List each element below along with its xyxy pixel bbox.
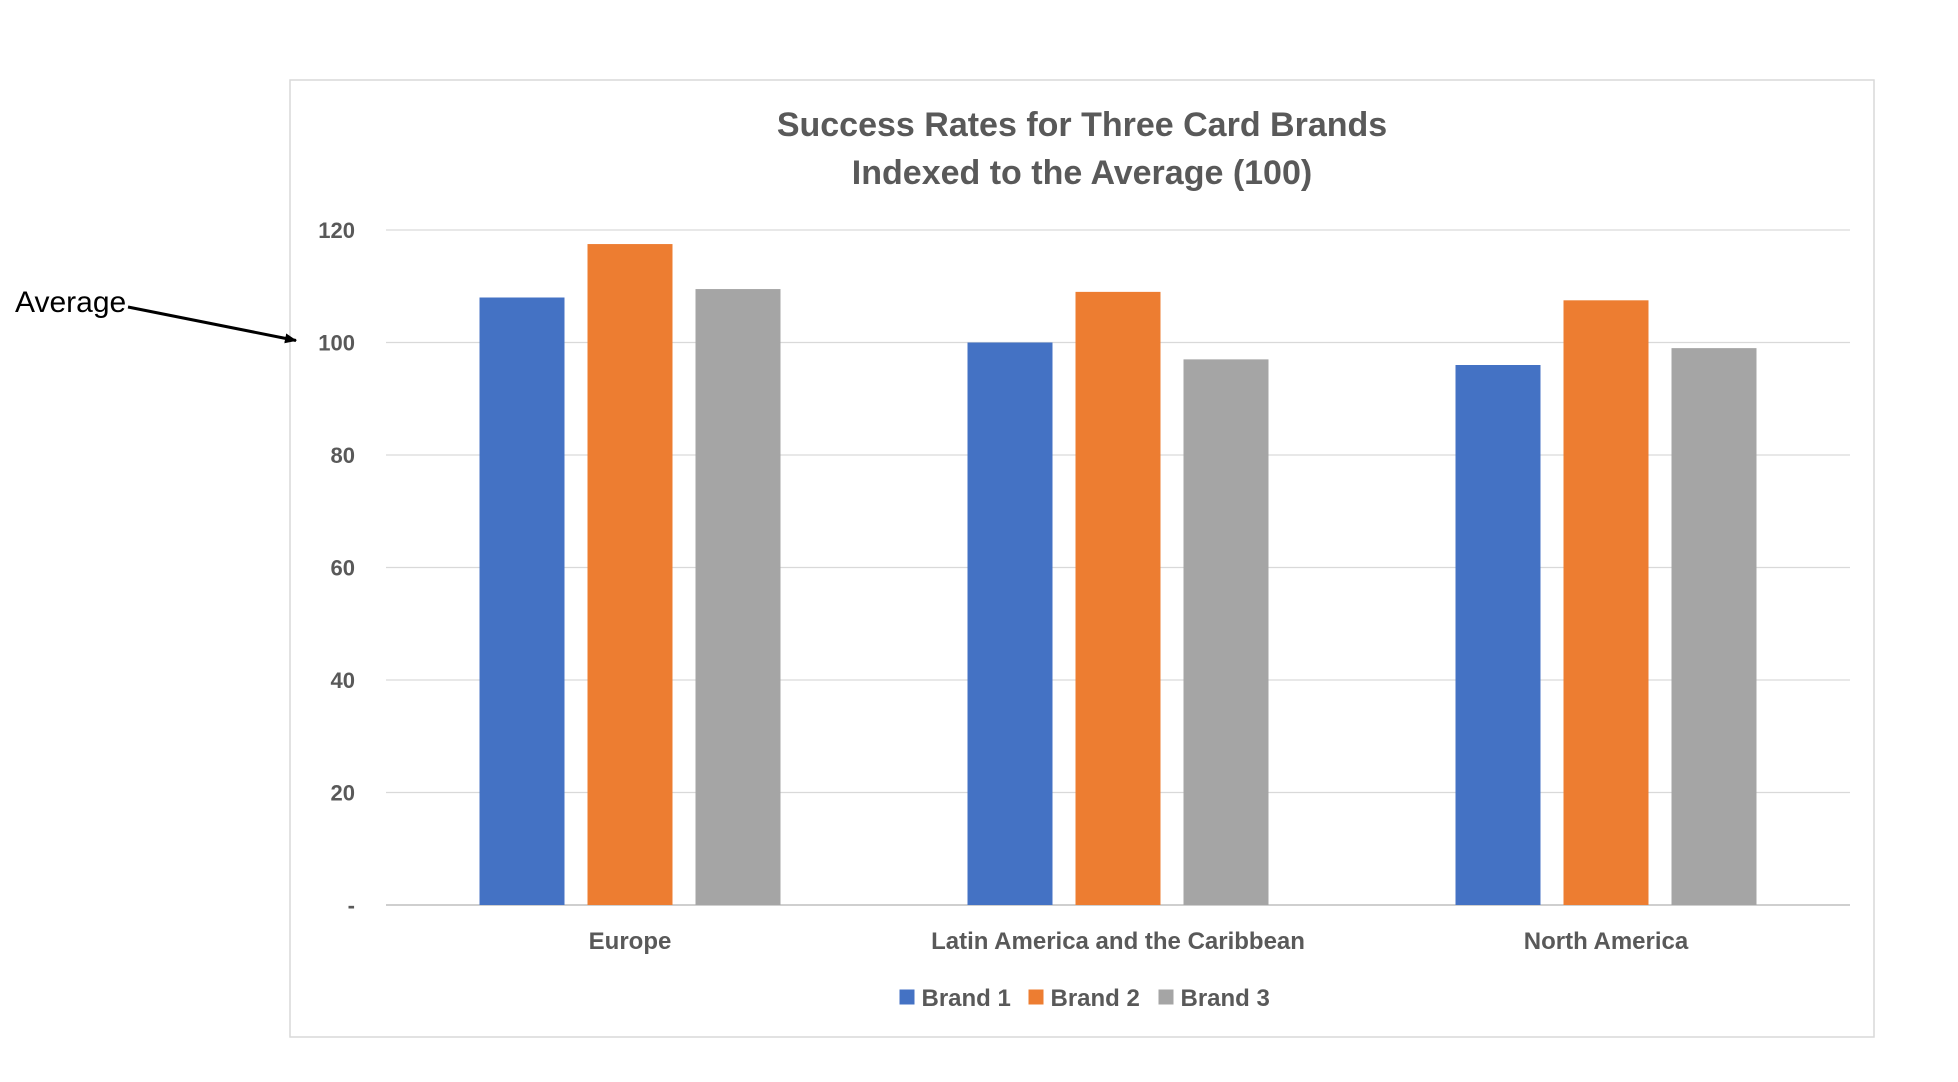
category-label: Europe [589,928,672,955]
category-label: Latin America and the Caribbean [931,928,1305,955]
legend-label: Brand 3 [1181,985,1270,1012]
bars [479,244,1757,905]
bar-brand-1 [967,342,1053,905]
y-tick-label: 120 [318,218,355,243]
bar-brand-2 [587,244,673,905]
x-axis-categories: Europe Latin America and the Caribbean Nor… [589,928,1689,955]
y-axis-ticks: - 20 40 60 80 100 120 [318,218,355,918]
y-tick-label: 40 [331,668,355,693]
bar-brand-3 [695,289,781,905]
legend-label: Brand 2 [1051,985,1140,1012]
bar-brand-3 [1671,348,1757,905]
legend-label: Brand 1 [922,985,1011,1012]
average-annotation-arrow [127,305,297,344]
bar-brand-2 [1075,291,1161,905]
y-tick-label: 20 [331,781,355,806]
legend-swatch [899,989,915,1005]
y-tick-label: 60 [331,556,355,581]
chart-title-line-1: Success Rates for Three Card Brands [777,106,1387,144]
y-tick-label: 100 [318,331,355,356]
bar-brand-1 [479,297,565,905]
category-label: North America [1524,928,1689,955]
legend: Brand 1 Brand 2 Brand 3 [899,985,1270,1012]
average-annotation-label: Average [15,286,126,319]
bar-brand-2 [1563,300,1649,905]
y-tick-label: - [348,893,355,918]
chart-title-line-2: Indexed to the Average (100) [852,154,1312,192]
y-tick-label: 80 [331,443,355,468]
bar-brand-3 [1183,359,1269,905]
legend-swatch [1028,989,1044,1005]
bar-brand-1 [1455,365,1541,905]
legend-swatch [1158,989,1174,1005]
